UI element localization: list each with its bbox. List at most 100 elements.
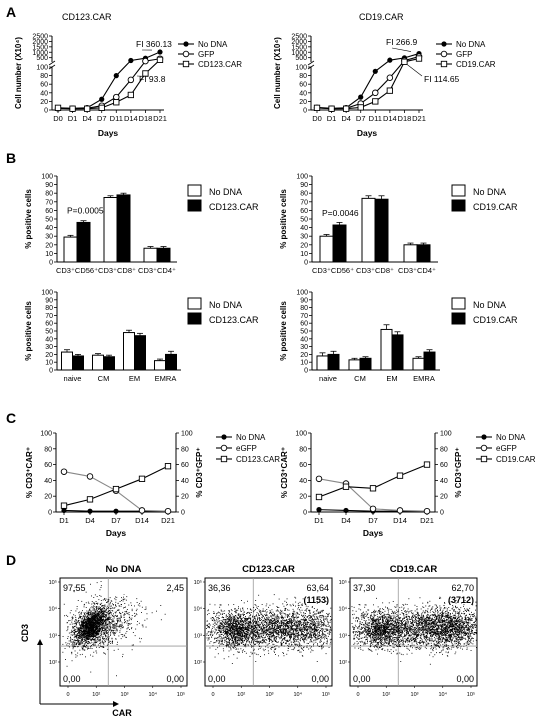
- event-dot: [109, 603, 111, 604]
- event-dot: [101, 630, 103, 631]
- event-dot: [287, 625, 289, 626]
- event-dot: [209, 603, 211, 605]
- event-dot: [314, 630, 316, 632]
- event-dot: [99, 624, 101, 626]
- event-dot: [104, 640, 106, 642]
- event-dot: [118, 609, 120, 611]
- event-dot: [160, 605, 162, 606]
- event-dot: [99, 622, 101, 624]
- event-dot: [82, 621, 84, 623]
- event-dot: [287, 622, 288, 624]
- event-dot: [106, 612, 108, 614]
- event-dot: [256, 615, 257, 617]
- x-tick-label: D4: [341, 516, 351, 525]
- event-dot: [74, 586, 76, 588]
- event-dot: [254, 617, 256, 619]
- bar: [412, 357, 425, 371]
- event-dot: [270, 637, 272, 639]
- event-dot: [285, 623, 287, 625]
- event-dot: [259, 610, 260, 612]
- event-dot: [272, 633, 274, 634]
- data-point: [87, 508, 93, 514]
- event-dot: [268, 633, 270, 635]
- event-dot: [117, 610, 119, 611]
- event-dot: [76, 628, 78, 630]
- event-dot: [281, 614, 283, 616]
- x-tick-label: D14: [124, 114, 138, 123]
- event-dot: [87, 619, 89, 620]
- y-tick-label: 2000: [32, 39, 48, 46]
- event-dot: [98, 647, 100, 648]
- event-dot: [235, 633, 237, 635]
- event-dot: [93, 630, 95, 632]
- event-dot: [323, 609, 324, 611]
- event-dot: [93, 615, 95, 617]
- event-dot: [246, 623, 248, 625]
- event-dot: [76, 624, 77, 626]
- data-point: [164, 463, 172, 470]
- event-dot: [83, 612, 85, 614]
- event-dot: [90, 620, 91, 622]
- legend-swatch: [187, 297, 202, 310]
- event-dot: [75, 610, 77, 612]
- event-dot: [104, 614, 106, 615]
- event-dot: [270, 620, 272, 621]
- event-dot: [124, 613, 125, 615]
- event-dot: [104, 627, 106, 629]
- event-dot: [281, 632, 283, 634]
- event-dot: [91, 648, 93, 649]
- event-dot: [328, 647, 330, 648]
- event-dot: [257, 633, 259, 635]
- event-dot: [97, 603, 98, 605]
- event-dot: [79, 635, 80, 637]
- event-dot: [285, 643, 286, 644]
- event-dot: [90, 638, 92, 640]
- event-dot: [99, 611, 101, 613]
- event-dot: [242, 616, 244, 618]
- event-dot: [320, 622, 322, 624]
- event-dot: [328, 631, 330, 633]
- event-dot: [276, 621, 277, 622]
- event-dot: [120, 625, 122, 627]
- event-dot: [212, 617, 214, 618]
- event-dot: [96, 628, 98, 630]
- event-dot: [316, 627, 317, 628]
- event-dot: [85, 602, 87, 604]
- y-tick-label-left: 100: [40, 431, 52, 438]
- data-point: [328, 105, 335, 112]
- event-dot: [93, 643, 94, 645]
- event-dot: [269, 640, 270, 641]
- event-dot: [100, 620, 102, 622]
- event-dot: [89, 622, 90, 624]
- event-dot: [78, 637, 80, 639]
- event-dot: [89, 630, 91, 632]
- event-dot: [260, 633, 262, 634]
- event-dot: [100, 634, 102, 636]
- legend-label: CD123.CAR: [198, 60, 242, 69]
- event-dot: [228, 656, 230, 658]
- event-dot: [276, 617, 278, 618]
- event-dot: [263, 631, 265, 633]
- event-dot: [289, 634, 291, 636]
- event-dot: [115, 601, 117, 603]
- event-dot: [87, 633, 89, 635]
- event-dot: [207, 610, 209, 612]
- event-dot: [100, 646, 102, 648]
- event-dot: [96, 618, 98, 619]
- event-dot: [88, 630, 90, 631]
- event-dot: [115, 612, 117, 614]
- event-dot: [83, 645, 85, 647]
- event-dot: [293, 642, 295, 643]
- event-dot: [92, 638, 94, 640]
- event-dot: [74, 629, 76, 631]
- event-dot: [71, 629, 73, 631]
- event-dot: [218, 624, 220, 626]
- x-tick-label: D7: [97, 114, 107, 123]
- event-dot: [329, 643, 331, 645]
- event-dot: [226, 623, 228, 625]
- event-dot: [66, 665, 68, 667]
- event-dot: [288, 630, 290, 632]
- event-dot: [93, 612, 94, 614]
- event-dot: [98, 623, 100, 625]
- event-dot: [309, 625, 311, 627]
